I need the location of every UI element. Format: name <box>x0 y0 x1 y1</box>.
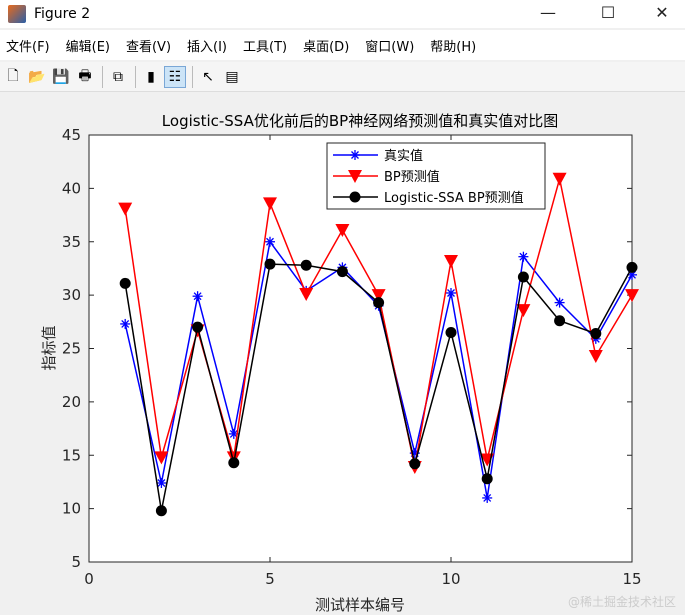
data-point-circle <box>192 321 204 333</box>
watermark: @稀土掘金技术社区 <box>568 594 676 609</box>
data-point-triangle <box>625 289 639 303</box>
data-point-circle <box>373 297 385 309</box>
data-point-triangle <box>588 349 603 363</box>
data-point-triangle <box>335 224 350 238</box>
menu-bar: 文件(F) 编辑(E) 查看(V) 插入(I) 工具(T) 桌面(D) 窗口(W… <box>0 30 685 60</box>
data-point-asterisk <box>350 150 360 160</box>
legend: 真实值 BP预测值 Logistic-SSA BP预测值 <box>326 142 546 210</box>
x-tick-label: 5 <box>265 570 275 588</box>
menu-insert[interactable]: 插入(I) <box>187 39 228 55</box>
y-tick-label: 45 <box>62 126 81 144</box>
menu-help[interactable]: 帮助(H) <box>430 39 477 55</box>
data-point-asterisk <box>192 291 203 302</box>
legend-icon[interactable]: ☷ <box>164 65 186 88</box>
data-point-asterisk <box>482 492 493 503</box>
y-tick-label: 35 <box>62 233 81 251</box>
link-plot-icon[interactable]: ⧉ <box>113 68 123 85</box>
pointer-icon[interactable]: ↖ <box>202 68 214 85</box>
data-point-circle <box>264 258 276 270</box>
data-point-asterisk <box>120 318 131 329</box>
data-point-triangle <box>299 288 314 302</box>
x-tick-label: 10 <box>441 570 460 588</box>
y-tick-label: 20 <box>62 393 81 411</box>
series-2 <box>119 258 638 517</box>
data-point-triangle <box>552 172 567 186</box>
toolbar: 🗋 📂 💾 🖶 ⧉ ▮ ☷ ↖ ▤ <box>0 62 685 92</box>
data-point-asterisk <box>265 236 275 247</box>
data-point-asterisk <box>554 297 565 308</box>
print-icon[interactable]: 🖶 <box>78 67 92 84</box>
y-tick-label: 10 <box>62 500 81 518</box>
legend-label: Logistic-SSA BP预测值 <box>384 190 524 206</box>
data-point-circle <box>554 315 566 327</box>
data-point-circle <box>300 259 312 271</box>
new-figure-icon[interactable]: 🗋 <box>7 67 19 84</box>
matlab-logo-icon <box>8 5 26 23</box>
x-tick-label: 15 <box>622 570 641 588</box>
data-point-circle <box>590 328 602 340</box>
legend-label: BP预测值 <box>384 169 440 185</box>
data-point-asterisk <box>156 478 167 489</box>
data-point-triangle <box>154 451 169 465</box>
data-point-asterisk <box>518 251 529 262</box>
window-title: Figure 2 <box>34 6 91 22</box>
chart-title: Logistic-SSA优化前后的BP神经网络预测值和真实值对比图 <box>162 112 558 130</box>
legend-label: 真实值 <box>384 148 423 164</box>
y-tick-label: 40 <box>62 179 81 197</box>
menu-file[interactable]: 文件(F) <box>6 39 50 55</box>
toolbar-separator <box>192 65 193 88</box>
menu-desktop[interactable]: 桌面(D) <box>303 39 350 55</box>
close-button[interactable]: ✕ <box>655 3 669 22</box>
data-point-triangle <box>371 289 386 303</box>
minimize-button[interactable]: — <box>540 3 556 22</box>
data-point-triangle <box>263 197 277 211</box>
data-point-circle <box>517 271 529 283</box>
y-tick-label: 25 <box>62 340 81 358</box>
data-point-triangle <box>444 254 458 268</box>
data-point-triangle <box>118 202 133 216</box>
toolbar-separator <box>135 65 136 88</box>
data-point-circle <box>336 266 348 278</box>
data-point-circle <box>155 505 167 517</box>
y-tick-label: 5 <box>71 553 81 571</box>
colorbar-icon[interactable]: ▮ <box>147 68 155 85</box>
menu-window[interactable]: 窗口(W) <box>365 39 415 55</box>
data-point-circle <box>409 458 421 470</box>
data-point-triangle <box>348 170 362 183</box>
data-point-circle <box>119 277 131 289</box>
open-icon[interactable]: 📂 <box>28 68 46 85</box>
data-point-circle <box>445 326 457 338</box>
title-bar: Figure 2 — ☐ ✕ <box>0 0 685 28</box>
y-axis-label: 指标值 <box>40 325 58 370</box>
data-point-circle <box>481 473 493 485</box>
data-point-circle <box>626 261 638 273</box>
x-tick-label: 0 <box>84 570 94 588</box>
save-icon[interactable]: 💾 <box>52 68 70 85</box>
property-inspector-icon[interactable]: ▤ <box>225 68 239 85</box>
data-point-circle <box>228 457 240 469</box>
data-point-circle <box>349 191 361 203</box>
x-axis-label: 测试样本编号 <box>315 596 405 614</box>
toolbar-separator <box>102 65 103 88</box>
menu-view[interactable]: 查看(V) <box>125 39 172 55</box>
data-point-asterisk <box>446 287 456 298</box>
y-tick-label: 15 <box>62 446 81 464</box>
menu-edit[interactable]: 编辑(E) <box>65 39 110 55</box>
maximize-button[interactable]: ☐ <box>600 3 616 22</box>
y-tick-label: 30 <box>62 286 81 304</box>
menu-tools[interactable]: 工具(T) <box>243 39 288 55</box>
data-point-triangle <box>516 304 531 318</box>
